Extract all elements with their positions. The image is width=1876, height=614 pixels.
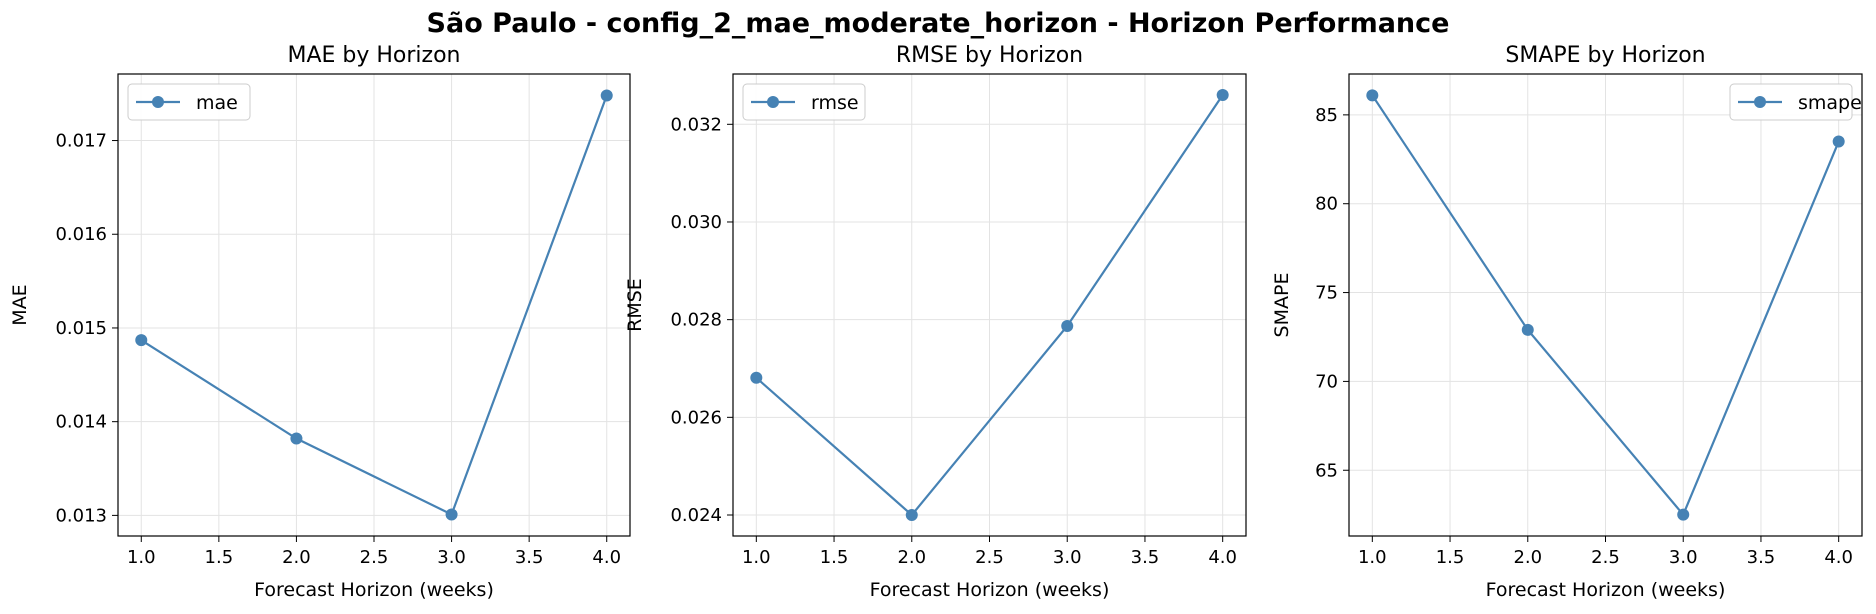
x-tick-label: 2.5 [360,547,389,568]
chart-title: MAE by Horizon [287,43,460,68]
axes-frame [1348,73,1863,537]
data-point [1521,323,1534,336]
legend: smape [1729,83,1862,121]
x-tick-label: 2.0 [282,547,311,568]
chart-title: RMSE by Horizon [896,43,1083,68]
figure-title: São Paulo - config_2_mae_moderate_horizo… [426,8,1450,39]
x-tick-label: 1.0 [742,547,771,568]
legend-label: smape [1798,92,1862,114]
x-tick-label: 1.0 [1358,547,1387,568]
legend-marker [767,96,779,108]
axes-frame [732,73,1247,537]
x-tick-label: 1.5 [1436,547,1465,568]
y-tick-label: 0.028 [670,310,722,331]
y-tick-label: 0.024 [670,505,722,526]
legend-label: rmse [811,92,859,114]
data-point [750,371,763,384]
y-tick-label: 0.014 [55,412,107,433]
y-tick-label: 0.013 [55,505,107,526]
y-tick-label: 75 [1315,283,1338,304]
y-tick-label: 0.030 [670,212,722,233]
legend: mae [127,83,251,121]
data-point [905,509,918,521]
y-tick-label: 85 [1315,105,1338,126]
y-tick-label: 0.026 [670,407,722,428]
legend-box [742,83,866,121]
x-tick-label: 2.0 [897,547,926,568]
y-tick-label: 0.016 [55,224,107,245]
data-point [1216,89,1229,101]
legend-box [127,83,251,121]
axes-frame [117,73,631,537]
legend-marker [152,96,164,108]
data-point [1061,320,1074,332]
y-tick-label: 0.015 [55,318,107,339]
x-tick-label: 3.5 [1747,547,1776,568]
chart-title: SMAPE by Horizon [1505,43,1705,68]
x-tick-label: 1.5 [820,547,849,568]
y-tick-label: 70 [1315,371,1338,392]
legend-label: mae [196,92,238,114]
y-tick-label: 80 [1315,194,1338,215]
series-line-mae [140,95,608,516]
x-tick-label: 4.0 [592,547,621,568]
x-tick-label: 2.5 [1591,547,1620,568]
y-tick-label: 0.032 [670,114,722,135]
x-tick-label: 1.5 [205,547,234,568]
data-point [1366,89,1379,102]
y-axis-label: MAE [9,284,31,325]
x-tick-label: 3.0 [1053,547,1082,568]
x-tick-label: 2.5 [975,547,1004,568]
data-point [445,508,458,521]
x-tick-label: 3.5 [515,547,544,568]
y-axis-label: RMSE [624,278,646,332]
x-tick-label: 4.0 [1208,547,1237,568]
x-tick-label: 3.0 [437,547,466,568]
series-line-smape [1371,94,1840,517]
x-tick-label: 3.5 [1131,547,1160,568]
data-point [135,334,148,347]
y-tick-label: 0.017 [55,131,107,152]
data-point [600,89,613,102]
legend-box [1729,83,1853,121]
data-point [1677,508,1690,521]
x-tick-label: 3.0 [1669,547,1698,568]
x-tick-label: 1.0 [127,547,156,568]
x-tick-label: 4.0 [1824,547,1853,568]
data-point [290,432,303,445]
data-point [1832,135,1845,148]
y-tick-label: 65 [1315,460,1338,481]
legend-marker [1754,96,1766,108]
series-line-rmse [755,94,1224,517]
legend: rmse [742,83,866,121]
x-axis-label: Forecast Horizon (weeks) [254,579,494,601]
x-tick-label: 2.0 [1513,547,1542,568]
x-axis-label: Forecast Horizon (weeks) [1486,579,1726,601]
x-axis-label: Forecast Horizon (weeks) [870,579,1110,601]
y-axis-label: SMAPE [1271,273,1293,338]
